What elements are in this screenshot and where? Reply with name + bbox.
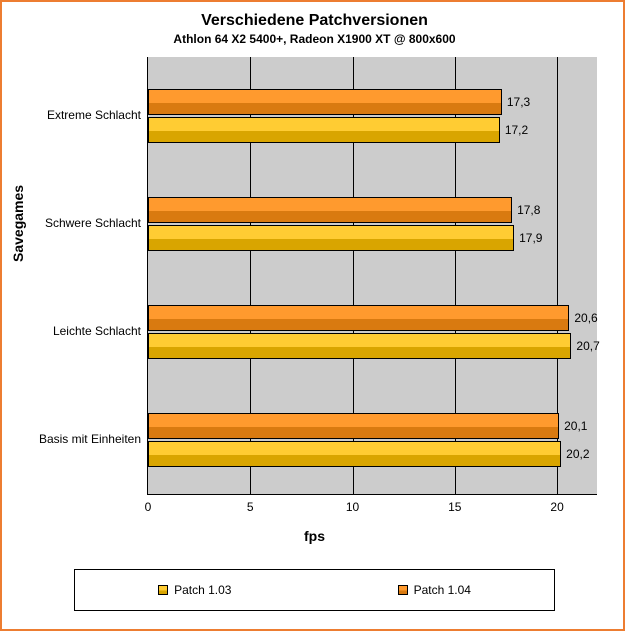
bar: 17,8 [148,197,512,223]
category-label: Extreme Schlacht [26,108,141,122]
legend-item: Patch 1.04 [398,583,471,597]
bar: 20,7 [148,333,571,359]
category-label: Leichte Schlacht [26,324,141,338]
xtick-label: 5 [235,500,265,514]
bar: 17,2 [148,117,500,143]
legend-label: Patch 1.03 [174,583,231,597]
yaxis-label: Savegames [10,185,26,262]
chart-title: Verschiedene Patchversionen [2,12,625,30]
legend-swatch-icon [158,585,168,595]
chart-region: Verschiedene Patchversionen Athlon 64 X2… [2,2,625,550]
value-label: 17,8 [517,203,540,217]
xtick-label: 20 [542,500,572,514]
legend-label: Patch 1.04 [414,583,471,597]
value-label: 17,9 [519,231,542,245]
bar: 20,6 [148,305,569,331]
category-label: Basis mit Einheiten [26,432,141,446]
legend-swatch-icon [398,585,408,595]
bar: 20,2 [148,441,561,467]
chart-container: Verschiedene Patchversionen Athlon 64 X2… [0,0,625,631]
value-label: 20,7 [576,339,599,353]
bar: 17,3 [148,89,502,115]
legend-item: Patch 1.03 [158,583,231,597]
value-label: 20,6 [574,311,597,325]
plot-area: 0510152017,317,217,817,920,620,720,120,2 [147,57,597,495]
xtick-label: 15 [440,500,470,514]
category-label: Schwere Schlacht [26,216,141,230]
bar: 20,1 [148,413,559,439]
xtick-label: 10 [338,500,368,514]
value-label: 17,2 [505,123,528,137]
value-label: 20,1 [564,419,587,433]
chart-subtitle: Athlon 64 X2 5400+, Radeon X1900 XT @ 80… [2,32,625,46]
legend: Patch 1.03 Patch 1.04 [74,569,555,611]
bar: 17,9 [148,225,514,251]
value-label: 20,2 [566,447,589,461]
value-label: 17,3 [507,95,530,109]
xaxis-label: fps [2,528,625,544]
xtick-label: 0 [133,500,163,514]
